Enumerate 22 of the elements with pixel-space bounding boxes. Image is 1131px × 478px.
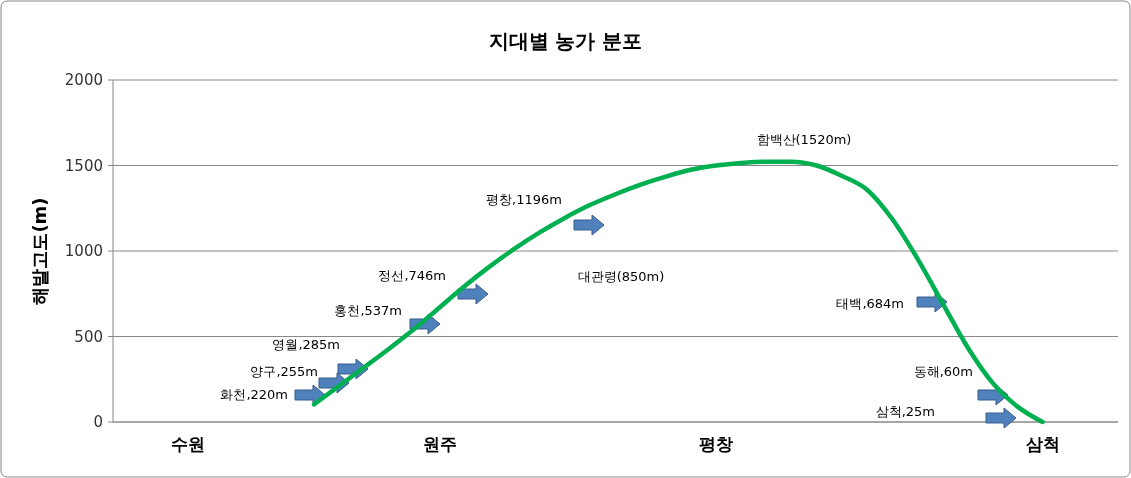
annotation: 영월,285m [272, 337, 340, 352]
x-tick-label: 수원 [171, 434, 206, 454]
annotation: 함백산(1520m) [756, 132, 852, 147]
y-tick-label: 500 [74, 327, 103, 346]
annotation: 평창,1196m [486, 192, 562, 207]
x-tick-label: 평창 [699, 434, 733, 454]
annotation: 정선,746m [378, 268, 446, 283]
annotation: 양구,255m [250, 364, 318, 379]
annotation: 화천,220m [220, 387, 288, 402]
y-tick-label: 2000 [64, 71, 103, 90]
annotation: 삼척,25m [875, 404, 935, 419]
y-tick-label: 1500 [64, 156, 103, 175]
chart-title: 지대별 농가 분포 [488, 29, 643, 53]
annotation: 대관령(850m) [577, 269, 665, 284]
annotation: 홍천,537m [334, 303, 402, 318]
annotation: 태백,684m [836, 296, 904, 311]
x-tick-label: 원주 [422, 434, 457, 454]
y-axis-title: 해발고도(m) [29, 197, 50, 305]
y-tick-label: 1000 [64, 242, 103, 261]
annotation: 동해,60m [913, 364, 973, 379]
x-tick-label: 삼척 [1025, 434, 1060, 454]
y-tick-label: 0 [93, 413, 103, 432]
